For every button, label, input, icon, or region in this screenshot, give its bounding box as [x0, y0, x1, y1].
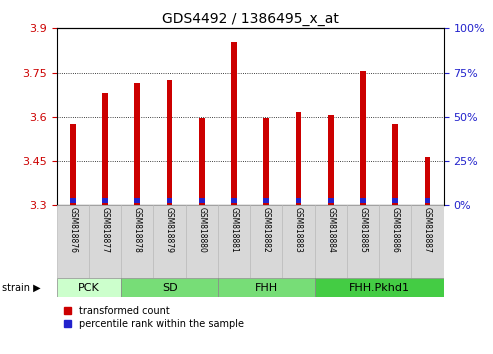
Bar [296, 198, 302, 203]
Bar [218, 205, 250, 278]
Text: GSM818885: GSM818885 [358, 207, 368, 253]
Bar [167, 198, 173, 203]
Bar [89, 205, 121, 278]
Bar [250, 205, 282, 278]
Bar [57, 205, 89, 278]
Bar [121, 278, 218, 297]
Bar [135, 198, 140, 203]
Text: PCK: PCK [78, 282, 100, 293]
Bar [199, 118, 205, 205]
Legend: transformed count, percentile rank within the sample: transformed count, percentile rank withi… [62, 304, 246, 331]
Text: GSM818882: GSM818882 [262, 207, 271, 253]
Bar [347, 205, 379, 278]
Text: SD: SD [162, 282, 177, 293]
Bar [392, 198, 398, 203]
Bar [231, 41, 237, 205]
Text: GSM818876: GSM818876 [69, 207, 77, 253]
Bar [424, 198, 430, 203]
Text: GSM818887: GSM818887 [423, 207, 432, 253]
Bar [296, 112, 302, 205]
Text: GSM818879: GSM818879 [165, 207, 174, 253]
Bar [392, 124, 398, 205]
Bar [199, 198, 205, 203]
Bar [102, 198, 108, 203]
Bar [282, 205, 315, 278]
Bar [360, 71, 366, 205]
Bar [315, 278, 444, 297]
Text: GSM818877: GSM818877 [101, 207, 109, 253]
Text: GSM818881: GSM818881 [230, 207, 239, 253]
Bar [57, 278, 121, 297]
Text: FHH: FHH [255, 282, 278, 293]
Bar [135, 83, 140, 205]
Bar [263, 198, 269, 203]
Bar [315, 205, 347, 278]
Bar [328, 198, 334, 203]
Bar [70, 198, 76, 203]
Bar [186, 205, 218, 278]
Text: FHH.Pkhd1: FHH.Pkhd1 [349, 282, 410, 293]
Bar [218, 278, 315, 297]
Bar [328, 115, 334, 205]
Bar [360, 198, 366, 203]
Text: GSM818878: GSM818878 [133, 207, 142, 253]
Bar [153, 205, 186, 278]
Text: GSM818884: GSM818884 [326, 207, 335, 253]
Bar [424, 156, 430, 205]
Bar [167, 80, 173, 205]
Text: GSM818886: GSM818886 [391, 207, 400, 253]
Bar [231, 198, 237, 203]
Text: GSM818880: GSM818880 [197, 207, 207, 253]
Bar [70, 124, 76, 205]
Bar [379, 205, 412, 278]
Text: GSM818883: GSM818883 [294, 207, 303, 253]
Title: GDS4492 / 1386495_x_at: GDS4492 / 1386495_x_at [162, 12, 339, 26]
Bar [412, 205, 444, 278]
Bar [121, 205, 153, 278]
Bar [263, 118, 269, 205]
Text: strain ▶: strain ▶ [2, 282, 41, 292]
Bar [102, 93, 108, 205]
